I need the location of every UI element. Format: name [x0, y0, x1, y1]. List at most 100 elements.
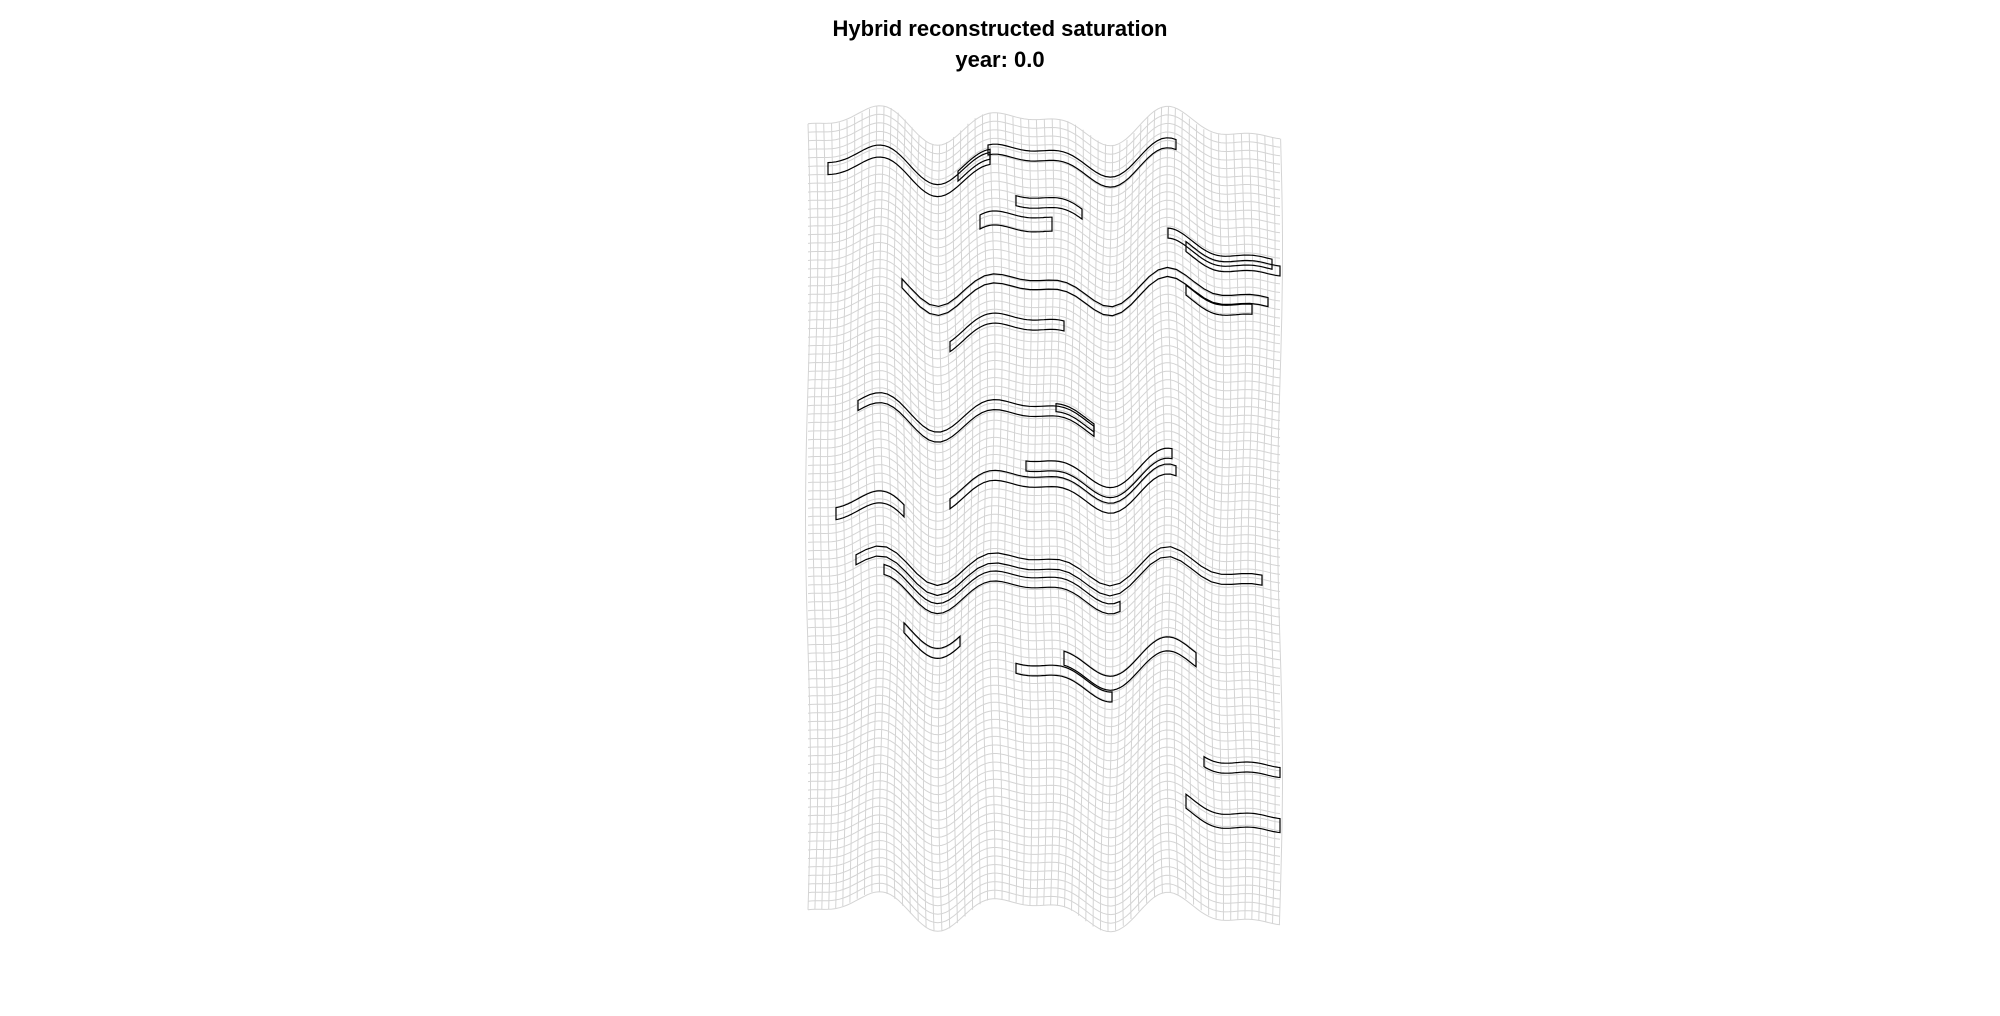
- grid-row-line: [807, 540, 1281, 582]
- grid-row-line: [807, 557, 1281, 600]
- layer-outline: [949, 463, 1177, 514]
- layer-outline: [883, 563, 1121, 615]
- layer-outline: [1167, 227, 1273, 270]
- grid-row-line: [807, 438, 1281, 480]
- grid-column-line: [1063, 121, 1070, 908]
- grid-column-line: [959, 130, 966, 917]
- grid-row-line: [807, 737, 1281, 779]
- layer-outline: [1185, 240, 1281, 277]
- layer-outline: [857, 392, 1095, 443]
- grid-row-line: [807, 318, 1281, 360]
- grid-row-line: [807, 224, 1281, 266]
- grid-row-line: [807, 797, 1281, 839]
- grid-row-line: [807, 293, 1281, 335]
- grid-row-line: [807, 839, 1281, 881]
- grid-row-line: [807, 327, 1281, 369]
- grid-row-line: [807, 617, 1281, 659]
- grid-row-line: [807, 669, 1281, 711]
- grid-row-line: [807, 344, 1281, 386]
- grid-row-line: [807, 805, 1281, 847]
- grid-row-line: [807, 370, 1281, 412]
- grid-column-line: [1158, 107, 1165, 894]
- grid-row-line: [807, 728, 1281, 770]
- figure-title: Hybrid reconstructed saturation: [832, 16, 1168, 41]
- grid-row-line: [807, 822, 1281, 864]
- grid-row-line: [807, 780, 1281, 822]
- grid-row-line: [807, 583, 1281, 625]
- grid-column-line: [804, 123, 811, 910]
- grid-row-line: [807, 412, 1281, 454]
- layer-outline: [1185, 283, 1253, 316]
- grid-column-line: [886, 107, 893, 895]
- grid-column-line: [937, 145, 944, 932]
- grid-column-line: [945, 142, 952, 929]
- grid-row-line: [807, 284, 1281, 326]
- layer-outline: [1055, 403, 1095, 433]
- grid-row-line: [807, 489, 1281, 531]
- grid-row-line: [807, 831, 1281, 873]
- grid-row-line: [807, 233, 1281, 275]
- grid-row-line: [807, 891, 1281, 933]
- grid-row-line: [807, 429, 1281, 471]
- grid-row-line: [807, 745, 1281, 788]
- grid-column-line: [1129, 132, 1136, 920]
- grid-row-line: [807, 130, 1281, 172]
- grid-row-line: [807, 352, 1281, 395]
- layer-outline: [1015, 662, 1113, 703]
- grid-row-line: [807, 464, 1281, 506]
- grid-row-line: [807, 199, 1281, 241]
- grid-row-line: [807, 609, 1281, 651]
- grid-row-line: [807, 763, 1281, 805]
- grid-row-line: [807, 523, 1281, 565]
- grid-row-line: [807, 190, 1281, 232]
- layer-outline: [1015, 194, 1083, 221]
- grid-row-line: [807, 686, 1281, 728]
- grid-row-line: [807, 677, 1281, 719]
- grid-row-line: [807, 361, 1281, 403]
- grid-row-line: [807, 250, 1281, 292]
- grid-column-line: [1262, 135, 1269, 922]
- layer-outline: [903, 621, 961, 660]
- grid-row-line: [807, 301, 1281, 343]
- grid-column-line: [922, 141, 929, 928]
- grid-row-line: [807, 122, 1281, 164]
- layer-outline: [1063, 636, 1197, 691]
- grid-mesh: [804, 105, 1283, 933]
- grid-row-line: [807, 216, 1281, 258]
- grid-row-line: [807, 498, 1281, 540]
- grid-row-line: [807, 711, 1281, 753]
- grid-column-line: [900, 119, 907, 906]
- layer-outline: [987, 137, 1177, 188]
- grid-row-line: [807, 865, 1281, 907]
- grid-row-line: [807, 515, 1281, 557]
- layer-outline: [979, 210, 1053, 233]
- grid-row-line: [807, 267, 1281, 309]
- grid-row-line: [807, 532, 1281, 574]
- grid-row-line: [807, 164, 1281, 207]
- grid-row-line: [807, 404, 1281, 446]
- layer-outline: [1185, 792, 1281, 834]
- figure-subtitle: year: 0.0: [955, 47, 1045, 72]
- grid-row-line: [807, 207, 1281, 249]
- grid-column-line: [1070, 124, 1077, 911]
- layer-outline: [855, 545, 1263, 597]
- grid-row-line: [807, 395, 1281, 437]
- grid-column-line: [893, 112, 900, 899]
- layer-outline: [835, 490, 905, 521]
- grid-row-line: [807, 814, 1281, 856]
- grid-row-line: [807, 421, 1281, 463]
- grid-row-line: [807, 848, 1281, 890]
- grid-row-line: [807, 874, 1281, 916]
- grid-row-line: [807, 566, 1281, 608]
- grid-row-line: [807, 182, 1281, 224]
- grid-column-line: [1122, 139, 1129, 926]
- grid-row-line: [807, 643, 1281, 685]
- grid-row-line: [807, 882, 1281, 924]
- grid-row-line: [807, 788, 1281, 830]
- grid-row-line: [807, 857, 1281, 899]
- layer-outline: [949, 312, 1065, 353]
- grid-row-line: [807, 113, 1281, 155]
- grid-column-line: [1269, 137, 1276, 924]
- layer-outlines: [827, 137, 1281, 834]
- grid-column-line: [1077, 129, 1084, 916]
